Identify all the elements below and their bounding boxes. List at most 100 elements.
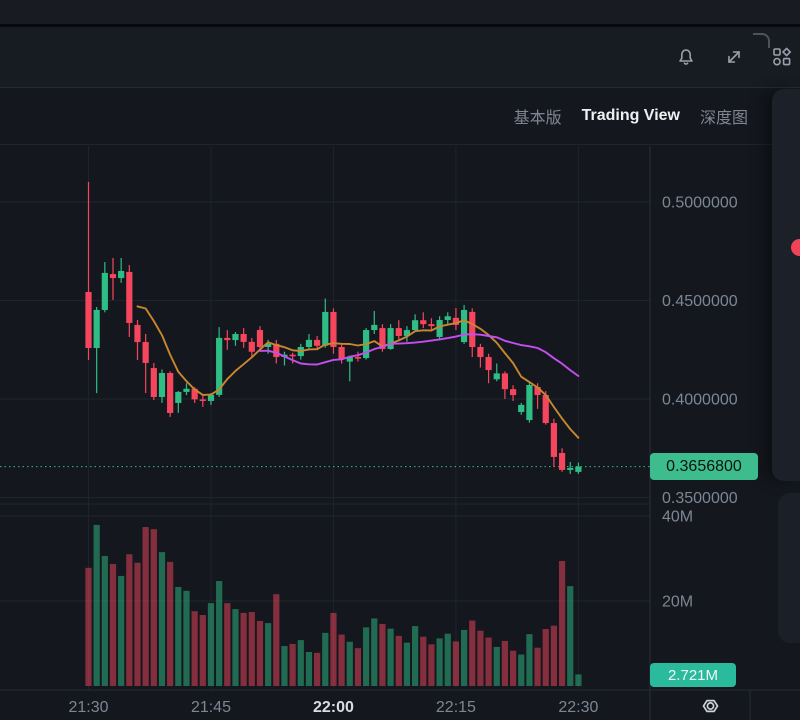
volume-bar: [142, 527, 149, 686]
volume-bar: [183, 590, 190, 686]
bell-icon[interactable]: [674, 45, 698, 69]
volume-bar: [452, 641, 460, 686]
volume-bar: [256, 620, 264, 686]
header-divider: [0, 87, 800, 88]
candlestick: [501, 373, 509, 390]
volume-bar: [305, 652, 313, 686]
chart-settings-gear-icon[interactable]: [694, 692, 726, 720]
candlestick: [420, 320, 427, 325]
candlestick: [191, 388, 198, 400]
volume-bar: [460, 629, 468, 686]
volume-bar: [412, 626, 419, 686]
ma-line-7: [136, 305, 580, 439]
candlestick: [158, 372, 166, 398]
volume-bar: [493, 646, 500, 686]
volume-bar: [314, 652, 321, 686]
candlestick: [387, 328, 394, 349]
volume-bar: [558, 561, 566, 686]
chart-header: [0, 27, 800, 87]
volume-bar: [273, 594, 280, 686]
candlestick: [101, 272, 108, 310]
candlestick: [305, 339, 313, 347]
volume-bar: [403, 642, 411, 686]
candlestick: [354, 357, 362, 359]
volume-bar: [395, 635, 402, 686]
candlestick: [436, 320, 443, 337]
volume-bar: [216, 581, 223, 686]
price-tick-label: 0.4000000: [662, 392, 738, 409]
volume-bar: [534, 647, 541, 686]
notification-red-dot[interactable]: [791, 239, 800, 256]
candlestick: [534, 386, 541, 396]
candlestick: [509, 389, 517, 396]
candlestick: [330, 311, 337, 347]
volume-bar: [501, 640, 509, 686]
fullscreen-expand-icon[interactable]: [722, 45, 746, 69]
tab-trading-view[interactable]: Trading View: [581, 107, 680, 124]
tab-depth-chart[interactable]: 深度图: [699, 110, 748, 127]
time-tick-label: 22:00: [313, 699, 354, 716]
candlestick: [224, 337, 231, 341]
volume-bar: [322, 632, 329, 686]
volume-bar: [575, 674, 582, 686]
candlestick: [265, 343, 272, 347]
candlestick: [167, 372, 174, 413]
last-volume-badge: 2.721M: [650, 663, 736, 687]
overlay-corner-frame: [753, 33, 770, 48]
tab-basic-version[interactable]: 基本版: [513, 110, 562, 127]
candlestick: [118, 270, 125, 279]
volume-bar: [85, 567, 92, 686]
volume-bar: [93, 524, 100, 686]
volume-bar: [550, 625, 558, 686]
kline-chart-svg[interactable]: 0.5000000 0.4500000 0.4000000 0.3500000 40M 2…: [0, 145, 800, 720]
volume-bar: [109, 564, 117, 686]
candlestick: [322, 311, 329, 346]
time-tick-label: 22:15: [436, 699, 476, 716]
volume-bar: [199, 615, 206, 686]
candlestick: [575, 466, 582, 472]
candlestick: [485, 357, 492, 371]
volume-bar: [354, 648, 362, 686]
candlestick: [444, 316, 451, 321]
volume-bar: [134, 562, 141, 686]
volume-bar: [191, 611, 198, 686]
right-side-panel-upper: [772, 89, 800, 481]
candlestick: [109, 274, 117, 279]
volume-bar: [248, 612, 255, 686]
volume-bar: [387, 628, 394, 686]
candlestick: [85, 292, 92, 348]
candlestick: [207, 394, 215, 401]
tabbar-divider: [0, 144, 800, 145]
header-icon-group: [674, 27, 794, 87]
right-side-panel-lower: [778, 493, 800, 643]
volume-bar: [346, 641, 353, 686]
candlestick: [199, 399, 206, 401]
volume-bar: [469, 620, 476, 686]
top-divider: [0, 24, 800, 27]
candlestick: [216, 337, 223, 395]
last-price-badge: 0.3656800: [650, 453, 758, 480]
candlestick: [346, 357, 353, 362]
candlestick: [379, 328, 386, 349]
time-tick-label: 22:30: [558, 699, 598, 716]
candlestick: [273, 343, 280, 358]
candlestick: [289, 354, 296, 357]
volume-bar: [281, 646, 288, 686]
indicator-apps-icon[interactable]: [770, 45, 794, 69]
volume-bar: [420, 636, 427, 686]
volume-bar: [232, 609, 239, 686]
candlestick: [493, 373, 500, 380]
volume-bar: [297, 640, 304, 686]
volume-bar: [126, 554, 133, 686]
volume-bar: [567, 586, 574, 686]
ma-line-22: [259, 333, 580, 377]
candlestick: [558, 452, 566, 470]
volume-bar: [289, 643, 296, 686]
candlestick: [175, 391, 182, 403]
candlestick: [412, 320, 419, 331]
candlestick: [428, 324, 435, 327]
candlestick: [395, 328, 402, 336]
candlestick: [469, 311, 476, 347]
volume-bar: [509, 650, 517, 686]
